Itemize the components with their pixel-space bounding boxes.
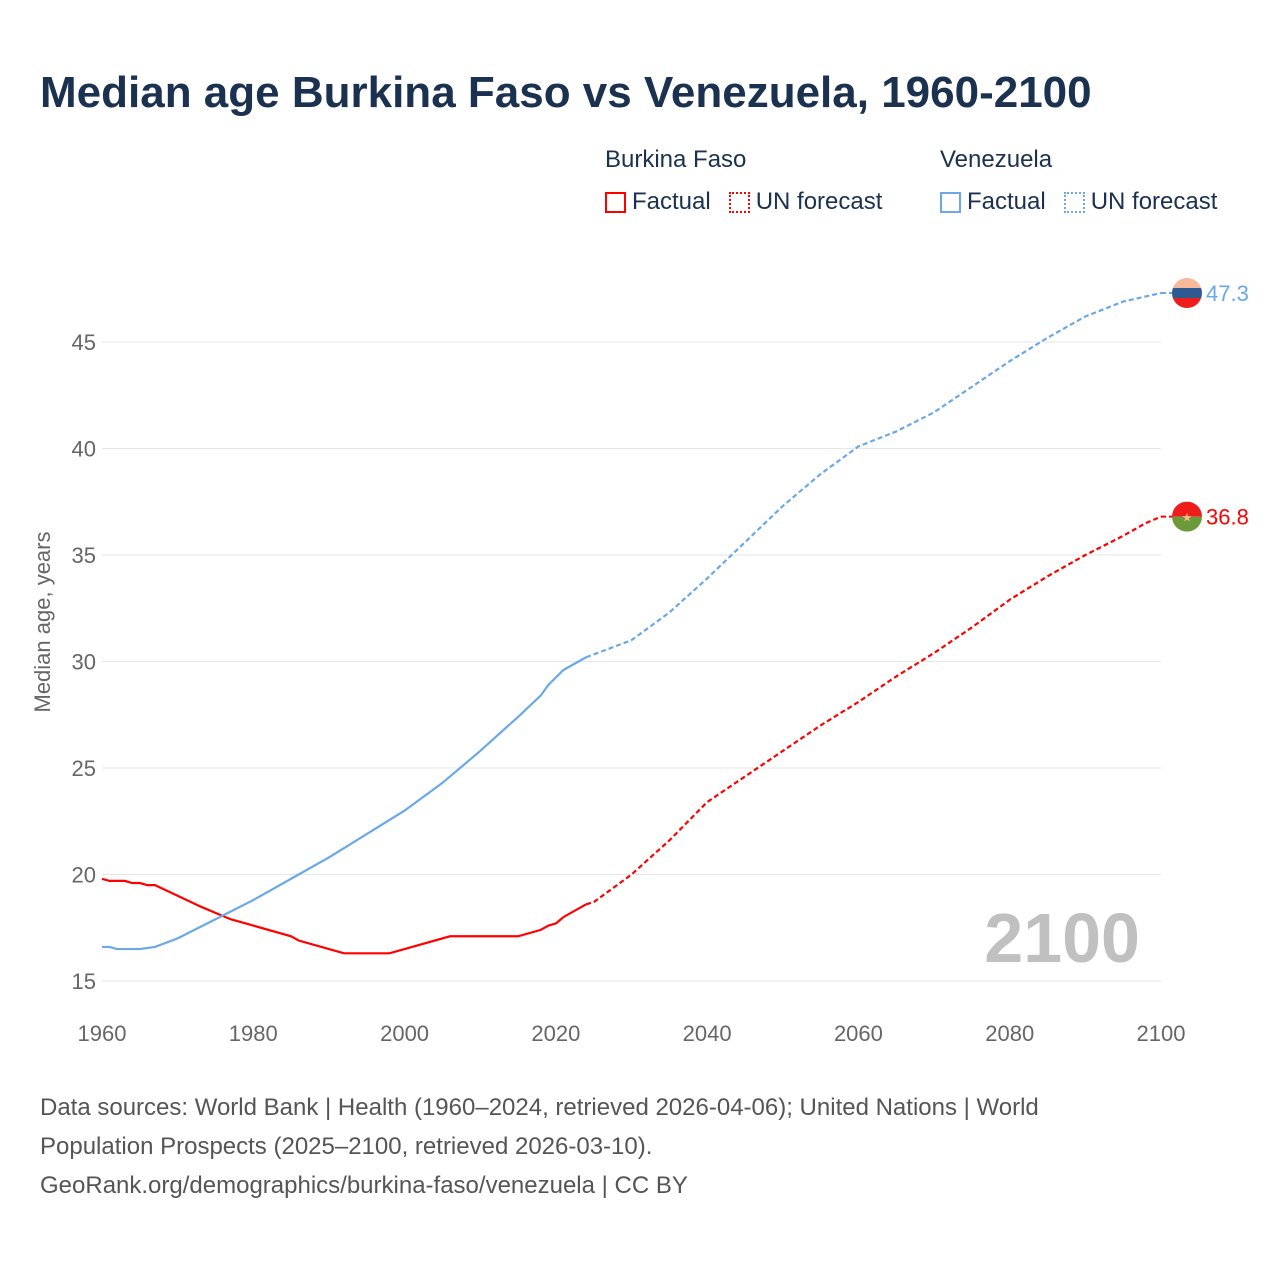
y-tick-label: 15	[72, 969, 96, 994]
x-tick-label: 2060	[834, 1021, 883, 1046]
footer-sources: Data sources: World Bank | Health (1960–…	[40, 1094, 1039, 1121]
burkina-faso-factual-line	[101, 877, 587, 955]
footer-link[interactable]: GeoRank.org/demographics/burkina-faso/ve…	[40, 1172, 688, 1199]
legend-label: UN forecast	[1090, 188, 1218, 215]
chart-area: 2100 Median age, years 15 20 25 30 35 40 45 196…	[30, 278, 1249, 1046]
legend-burkina-faso: Burkina Faso Factual UN forecast	[605, 146, 900, 216]
footer-sources-cont: Population Prospects (2025–2100, retriev…	[40, 1133, 653, 1160]
y-tick-label: 45	[72, 330, 96, 355]
svg-text:★: ★	[1182, 511, 1193, 525]
y-tick-label: 30	[72, 650, 96, 675]
x-tick-label: 2040	[683, 1021, 732, 1046]
legend-label: Factual	[967, 188, 1046, 215]
legend-item-factual[interactable]: Factual	[940, 188, 1046, 216]
x-tick-label: 2020	[531, 1021, 580, 1046]
y-tick-label: 35	[72, 543, 96, 568]
legend-venezuela: Venezuela Factual UN forecast	[940, 146, 1235, 216]
x-tick-label: 1980	[229, 1021, 278, 1046]
legend-label: UN forecast	[755, 188, 883, 215]
year-watermark: 2100	[984, 899, 1140, 977]
x-tick-label: 2000	[380, 1021, 429, 1046]
venezuela-end-label: 47.3	[1206, 281, 1249, 306]
venezuela-factual-line	[102, 656, 587, 951]
x-tick-label: 1960	[78, 1021, 127, 1046]
burkina-faso-end-label: 36.8	[1206, 505, 1249, 530]
y-tick-label: 40	[72, 437, 96, 462]
legend-item-forecast[interactable]: UN forecast	[1063, 188, 1218, 216]
venezuela-forecast-line	[585, 291, 1162, 659]
footer: Data sources: World Bank | Health (1960–…	[40, 1088, 1039, 1205]
x-tick-label: 2080	[985, 1021, 1034, 1046]
y-tick-label: 20	[72, 863, 96, 888]
burkina-faso-forecast-line	[585, 515, 1162, 906]
y-axis-label: Median age, years	[30, 532, 55, 713]
legend-country: Venezuela	[940, 146, 1053, 173]
legend-item-forecast[interactable]: UN forecast	[728, 188, 883, 216]
y-tick-label: 25	[72, 756, 96, 781]
legend-label: Factual	[632, 188, 711, 215]
legend-item-factual[interactable]: Factual	[605, 188, 711, 216]
burkina-faso-flag-icon: ★	[1172, 501, 1202, 532]
x-tick-label: 2100	[1137, 1021, 1186, 1046]
legend-country: Burkina Faso	[605, 146, 747, 173]
venezuela-flag-icon	[1172, 278, 1202, 309]
chart-title: Median age Burkina Faso vs Venezuela, 19…	[40, 68, 1092, 117]
